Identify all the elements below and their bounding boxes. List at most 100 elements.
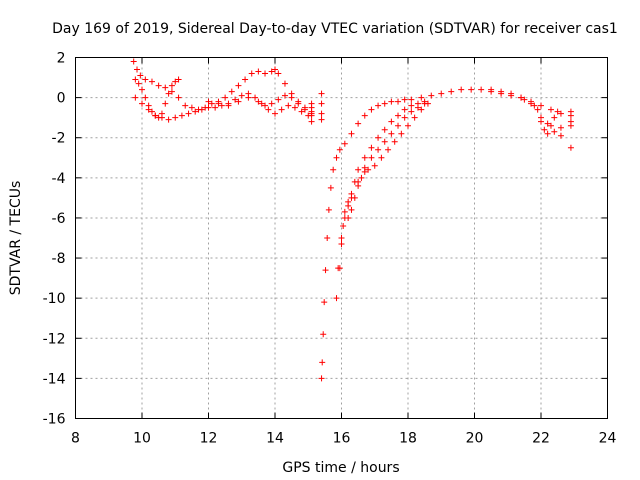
- data-point: [557, 132, 564, 139]
- data-point: [478, 86, 485, 93]
- data-point: [188, 104, 195, 111]
- data-point: [330, 166, 337, 173]
- data-point: [375, 146, 382, 153]
- data-point: [275, 70, 282, 77]
- data-point: [361, 168, 368, 175]
- x-tick-label: 22: [532, 431, 550, 447]
- data-point: [398, 130, 405, 137]
- series-track-a: [130, 58, 315, 115]
- data-point: [333, 295, 340, 302]
- series-track-c: [132, 90, 312, 123]
- x-tick-label: 24: [599, 431, 617, 447]
- data-point: [245, 94, 252, 101]
- data-point: [534, 106, 541, 113]
- data-point: [212, 104, 219, 111]
- data-point: [418, 94, 425, 101]
- data-point: [458, 86, 465, 93]
- data-point: [388, 118, 395, 125]
- data-point: [145, 106, 152, 113]
- data-point: [538, 102, 544, 109]
- data-point: [175, 94, 182, 101]
- data-point: [325, 206, 332, 213]
- data-point: [255, 98, 262, 105]
- data-point: [340, 222, 347, 229]
- data-point: [318, 100, 325, 107]
- data-point: [130, 58, 137, 65]
- data-point: [448, 88, 455, 95]
- data-point: [531, 102, 538, 109]
- data-point: [291, 104, 298, 111]
- data-point: [567, 144, 574, 151]
- data-point: [338, 235, 345, 241]
- data-point: [288, 94, 295, 101]
- data-point: [308, 118, 315, 125]
- data-point: [172, 78, 179, 85]
- data-point: [175, 76, 182, 83]
- data-point: [375, 102, 382, 109]
- data-point: [414, 104, 421, 111]
- data-point: [327, 184, 334, 191]
- data-point: [262, 70, 269, 77]
- data-point: [319, 359, 326, 366]
- y-tick-label: -4: [52, 171, 66, 187]
- data-point: [320, 331, 327, 338]
- data-point: [162, 100, 169, 107]
- data-point: [238, 92, 245, 99]
- data-point: [541, 126, 548, 133]
- data-point: [142, 94, 149, 101]
- data-point: [395, 112, 402, 119]
- data-point: [567, 122, 574, 129]
- data-point: [218, 102, 225, 109]
- grid-lines: [75, 57, 608, 419]
- data-point: [139, 100, 145, 107]
- data-point: [318, 375, 325, 382]
- data-point: [318, 90, 325, 97]
- data-point: [285, 102, 292, 109]
- data-point: [324, 235, 331, 241]
- plot-frame: [75, 57, 608, 419]
- data-point: [338, 241, 345, 248]
- data-point: [135, 80, 142, 87]
- y-tick-label: 0: [57, 91, 66, 107]
- data-point: [408, 102, 415, 109]
- data-point: [408, 96, 415, 103]
- data-point: [318, 110, 325, 117]
- series-dropout-1: [318, 86, 564, 382]
- data-point: [281, 80, 288, 87]
- data-point: [165, 116, 172, 123]
- data-point: [375, 134, 382, 141]
- data-point: [298, 108, 305, 115]
- data-point: [428, 92, 435, 99]
- data-point: [155, 82, 162, 89]
- data-point: [341, 140, 348, 147]
- y-tick-label: 2: [57, 51, 66, 67]
- data-point: [355, 182, 362, 189]
- data-point: [142, 76, 149, 83]
- data-point: [178, 112, 185, 119]
- data-point: [275, 96, 282, 103]
- data-point: [381, 100, 388, 107]
- data-point: [295, 100, 302, 107]
- data-point: [405, 122, 411, 129]
- data-point: [301, 106, 308, 113]
- data-point: [336, 146, 343, 153]
- data-point: [281, 92, 288, 99]
- data-point: [268, 68, 275, 75]
- y-tick-label: -16: [43, 412, 66, 428]
- series-dropout-3: [333, 100, 428, 302]
- data-point: [139, 86, 145, 93]
- data-point: [335, 265, 342, 272]
- data-point: [208, 100, 215, 107]
- data-point: [345, 202, 352, 209]
- data-point: [258, 100, 265, 107]
- data-point: [172, 114, 179, 121]
- data-point: [272, 110, 278, 117]
- data-point: [235, 82, 242, 89]
- data-point: [395, 98, 402, 105]
- data-point: [358, 174, 365, 181]
- data-point: [158, 114, 165, 121]
- data-point: [242, 76, 249, 83]
- data-point: [395, 122, 402, 129]
- data-point: [308, 104, 315, 111]
- data-point: [557, 124, 564, 131]
